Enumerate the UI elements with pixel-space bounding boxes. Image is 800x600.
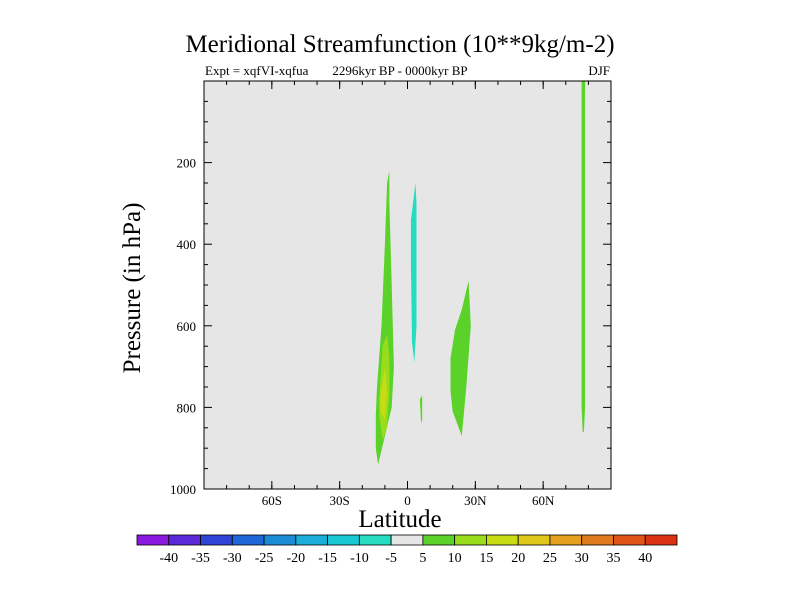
colorbar-box (390, 534, 424, 546)
colorbar-label: -30 (223, 551, 242, 566)
x-tick-label: 30N (464, 493, 487, 508)
colorbar-label: 10 (448, 551, 462, 566)
colorbar-label: 15 (479, 551, 493, 566)
colorbar-label: -35 (191, 551, 210, 566)
time-range-label: 2296kyr BP - 0000kyr BP (332, 63, 468, 78)
sh-inner-center (380, 366, 388, 420)
y-tick-label: 600 (177, 319, 197, 334)
colorbar-box (422, 534, 456, 546)
y-tick-label: 200 (177, 156, 197, 171)
colorbar-box (613, 534, 646, 546)
x-tick-label: 30S (330, 493, 350, 508)
plot-area (204, 81, 611, 489)
colorbar-box (168, 534, 201, 546)
colorbar-box (454, 534, 487, 546)
experiment-label: Expt = xqfVI-xqfua (205, 63, 309, 78)
equatorial-negative-cell (410, 183, 417, 363)
x-axis-label: Latitude (358, 506, 442, 533)
colorbar-label: -5 (385, 551, 397, 566)
colorbar-label: 20 (511, 551, 525, 566)
colorbar-box (644, 534, 678, 546)
colorbar-box (486, 534, 519, 546)
colorbar-box (327, 534, 360, 546)
x-tick-label: 60N (532, 493, 555, 508)
colorbar-label: 25 (543, 551, 557, 566)
colorbar-box (231, 534, 265, 546)
colorbar-box (136, 534, 170, 546)
x-tick-label: 60S (262, 493, 282, 508)
y-tick-label: 400 (177, 237, 197, 252)
colorbar-box (358, 534, 392, 546)
colorbar-label: -10 (350, 551, 369, 566)
colorbar-label: 40 (638, 551, 652, 566)
colorbar-label: -40 (159, 551, 178, 566)
colorbar-label: -25 (255, 551, 274, 566)
colorbar-box (581, 534, 614, 546)
chart-title: Meridional Streamfunction (10**9kg/m-2) (185, 31, 615, 58)
colorbar-box (517, 534, 551, 546)
y-tick-label: 800 (177, 400, 197, 415)
colorbar-box (549, 534, 583, 546)
season-label: DJF (588, 63, 610, 78)
x-tick-label: 0 (404, 493, 411, 508)
high-latitude-positive-strip (581, 81, 585, 432)
equatorial-small-positive (419, 395, 423, 424)
colorbar-label: 5 (419, 551, 426, 566)
colorbar-box (200, 534, 233, 546)
colorbar-label: -15 (318, 551, 337, 566)
colorbar-label: -20 (286, 551, 305, 566)
y-tick-label: 1000 (170, 482, 196, 497)
nh-positive-cell (450, 280, 471, 436)
colorbar-label: 30 (575, 551, 589, 566)
colorbar-box (295, 534, 328, 546)
colorbar-label: 35 (607, 551, 621, 566)
colorbar-box (263, 534, 297, 546)
